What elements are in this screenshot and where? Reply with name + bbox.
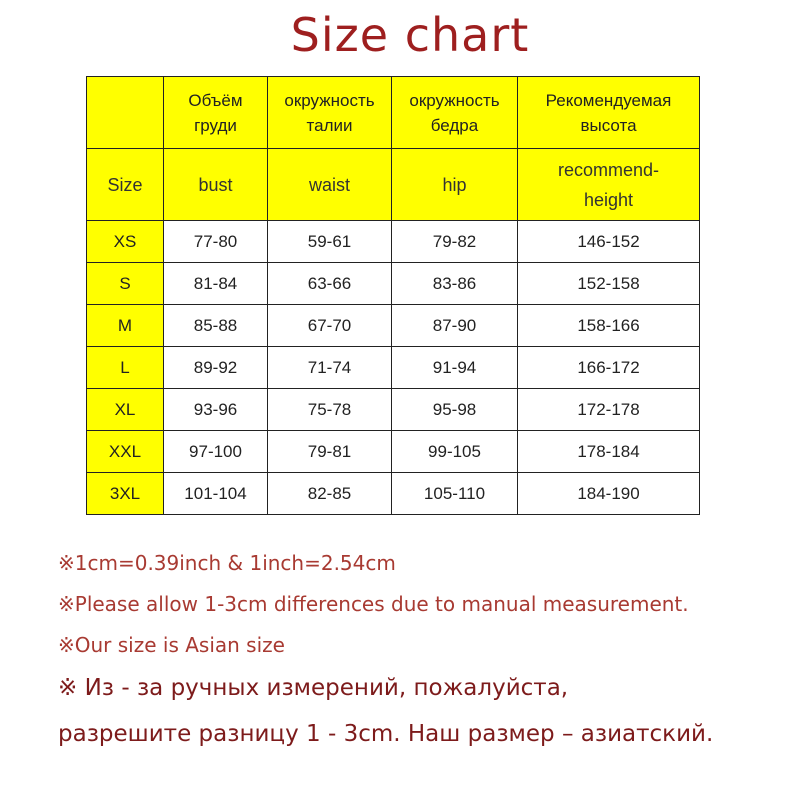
table-cell: 178-184 [516,430,701,473]
table-row: XXL 97-100 79-81 99-105 178-184 [86,430,701,473]
table-cell: 82-85 [267,472,392,515]
header-row-ru: Объём груди окружность талии окружность бе… [86,76,701,149]
table-cell: 158-166 [516,304,701,347]
table-cell: M [86,304,164,347]
table-cell: L [86,346,164,389]
table-row: S 81-84 63-66 83-86 152-158 [86,262,701,305]
table-cell: 81-84 [163,262,268,305]
table-cell: Size [86,148,164,221]
table-cell: 99-105 [391,430,518,473]
table-row: L 89-92 71-74 91-94 166-172 [86,346,701,389]
page-title: Size chart [290,8,530,62]
table-cell: 89-92 [163,346,268,389]
size-table: Объём груди окружность талии окружность бе… [86,76,701,515]
table-cell: XS [86,220,164,263]
table-cell: окружность бедра [391,76,518,149]
table-row: 3XL 101-104 82-85 105-110 184-190 [86,472,701,515]
header-row-en: Size bust waist hip recommend-height [86,148,701,221]
table-cell: 87-90 [391,304,518,347]
table-cell: 105-110 [391,472,518,515]
table-cell: 77-80 [163,220,268,263]
table-cell: Рекомендуемая высота [516,76,701,149]
table-cell: XXL [86,430,164,473]
table-cell: 71-74 [267,346,392,389]
table-row: XS 77-80 59-61 79-82 146-152 [86,220,701,263]
table-cell: S [86,262,164,305]
table-cell: 166-172 [516,346,701,389]
table-cell: waist [267,148,392,221]
table-cell [86,76,164,149]
table-cell: 79-82 [391,220,518,263]
table-cell: 85-88 [163,304,268,347]
table-cell: 101-104 [163,472,268,515]
table-cell: bust [163,148,268,221]
table-cell: 93-96 [163,388,268,431]
table-cell: 59-61 [267,220,392,263]
table-cell: hip [391,148,518,221]
table-cell: 184-190 [516,472,701,515]
table-cell: окружность талии [267,76,392,149]
table-cell: 152-158 [516,262,701,305]
note-conversion: ※1cm=0.39inch & 1inch=2.54cm [58,551,396,575]
table-cell: 79-81 [267,430,392,473]
note-measurement: ※Please allow 1-3cm differences due to m… [58,592,689,616]
table-cell: 97-100 [163,430,268,473]
table-cell: 3XL [86,472,164,515]
table-row: XL 93-96 75-78 95-98 172-178 [86,388,701,431]
table-cell: 95-98 [391,388,518,431]
table-cell: 67-70 [267,304,392,347]
note-asian-size: ※Our size is Asian size [58,633,285,657]
table-cell: 172-178 [516,388,701,431]
table-cell: 75-78 [267,388,392,431]
table-cell: 63-66 [267,262,392,305]
table-row: M 85-88 67-70 87-90 158-166 [86,304,701,347]
note-ru-line1: ※ Из - за ручных измерений, пожалуйста, [58,675,569,701]
table-cell: 146-152 [516,220,701,263]
table-cell: Объём груди [163,76,268,149]
table-cell: 83-86 [391,262,518,305]
table-cell: 91-94 [391,346,518,389]
table-cell: XL [86,388,164,431]
table-cell: recommend-height [516,148,701,221]
note-ru-line2: разрешите разницу 1 - 3cm. Наш размер – … [58,721,714,747]
